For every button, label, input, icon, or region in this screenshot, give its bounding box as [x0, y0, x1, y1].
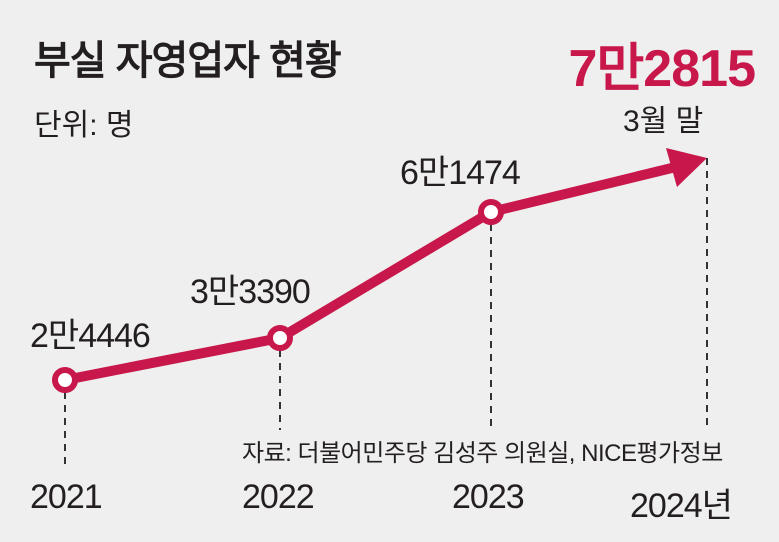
chart-title: 부실 자영업자 현황 [34, 39, 342, 83]
x-tick-2024: 2024년 [630, 487, 733, 525]
data-label-2023: 6만1474 [400, 154, 521, 192]
x-tick-2022: 2022 [242, 478, 315, 516]
arrow-head-icon [666, 148, 707, 187]
data-label-2022: 3만3390 [190, 273, 311, 311]
marker-2022 [267, 325, 293, 351]
highlight-sublabel: 3월 말 [623, 105, 704, 138]
marker-2023 [478, 199, 504, 225]
highlight-value: 7만2815 [568, 40, 756, 98]
unit-label: 단위: 명 [34, 109, 134, 142]
marker-2021 [52, 367, 78, 393]
source-note: 자료: 더불어민주당 김성주 의원실, NICE평가정보 [242, 440, 723, 467]
data-label-2021: 2만4446 [30, 317, 151, 355]
x-tick-2021: 2021 [30, 478, 103, 516]
guide-lines [64, 158, 708, 468]
data-markers [52, 199, 504, 393]
data-line [64, 161, 682, 385]
x-tick-2023: 2023 [452, 478, 525, 516]
